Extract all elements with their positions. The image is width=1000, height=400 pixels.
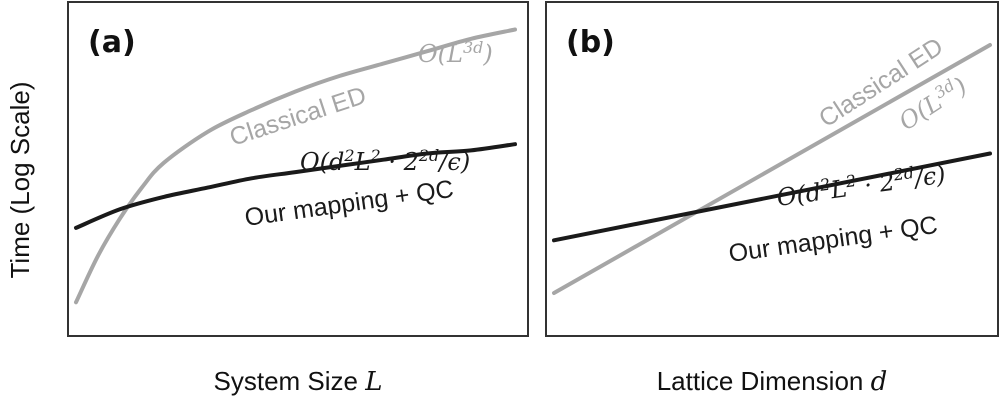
panel-b-ours-label: Our mapping + QC: [727, 211, 939, 268]
panel-a-ours-label: Our mapping + QC: [243, 175, 455, 232]
panel-b-frame: [545, 1, 999, 337]
panel-a-series: [74, 27, 517, 305]
panel-b-ours-complexity: O(d2L2 · 22d/ϵ): [775, 158, 948, 212]
panel-b-series: [552, 43, 992, 295]
y-axis-label: Time (Log Scale): [5, 82, 35, 279]
panel-a-ours-complexity: O(d2L2 · 22d/ϵ): [300, 146, 470, 177]
panel-a-our-mapping-line: [74, 142, 517, 230]
panel-b-letter: (b): [566, 25, 615, 60]
panel-a-classical-ed-line: [74, 27, 517, 305]
panel-a-frame: [67, 1, 529, 337]
panel-a: (a) Classical ED O(L3d) O(d2L2 · 22d/ϵ) …: [67, 1, 529, 397]
panel-b-x-axis-label: Lattice Dimension d: [657, 366, 888, 397]
panel-a-classical-complexity: O(L3d): [418, 38, 493, 69]
panel-a-letter: (a): [88, 25, 136, 60]
panel-b: (b) Classical ED O(L3d) O(d2L2 · 22d/ϵ) …: [545, 1, 999, 397]
panel-a-x-axis-label: System Size L: [214, 366, 383, 397]
panel-b-our-mapping-line: [552, 151, 992, 243]
panel-b-classical-ed-line: [552, 43, 992, 295]
